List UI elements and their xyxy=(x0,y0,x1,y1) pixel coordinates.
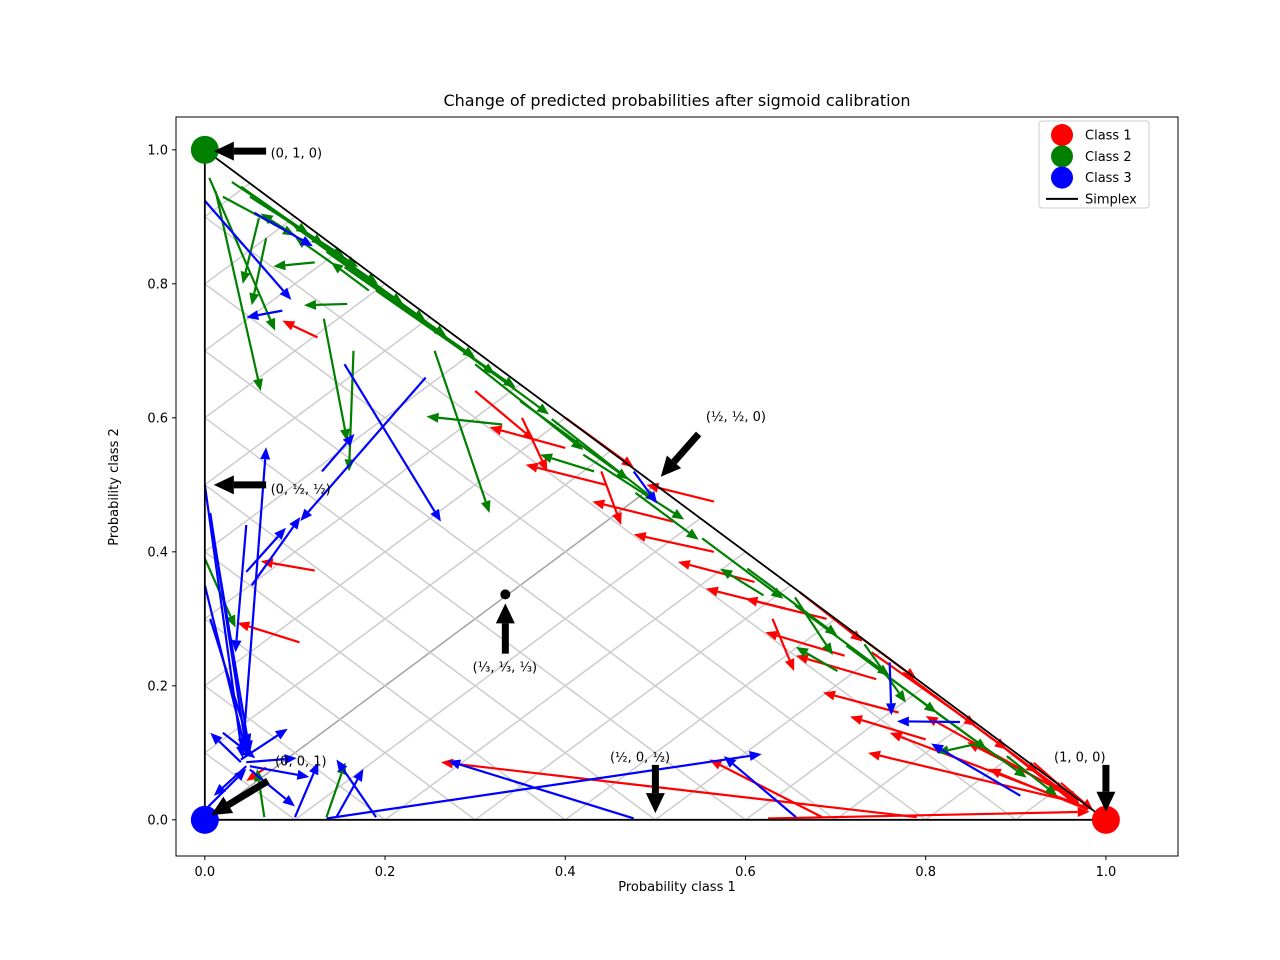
corner-marker-class-1 xyxy=(1091,805,1120,834)
simplex-boundary xyxy=(203,148,1109,821)
y-tick-label: 0.4 xyxy=(147,545,168,560)
annotation-label: (1, 0, 0) xyxy=(1054,750,1106,765)
annotation-label: (½, 0, ½) xyxy=(610,750,670,765)
legend-item-class-2: Class 2 xyxy=(1051,145,1132,168)
annotation-label: (0, 1, 0) xyxy=(271,147,323,162)
chart-title: Change of predicted probabilities after … xyxy=(443,91,910,110)
legend-marker-circle xyxy=(1051,166,1073,189)
legend-label: Simplex xyxy=(1085,192,1137,207)
arrows-class-1 xyxy=(237,320,1094,820)
legend-item-class-3: Class 3 xyxy=(1051,166,1132,189)
y-tick-label: 0.6 xyxy=(147,411,168,426)
annotation-label: (½, ½, 0) xyxy=(706,410,766,425)
y-tick-label: 1.0 xyxy=(147,143,168,158)
legend-label: Class 2 xyxy=(1085,150,1132,165)
point-annotations: (0, 1, 0) (0, ½, ½) (½, ½, 0) (⅓, ⅓, ⅓) (0, … xyxy=(211,141,1116,816)
probability-shift-arrows xyxy=(203,177,1094,820)
corner-marker-class-2 xyxy=(190,135,219,164)
y-tick-label: 0.0 xyxy=(147,813,168,828)
x-tick-label: 0.8 xyxy=(915,865,936,880)
simplex-outline xyxy=(203,148,1109,821)
legend-marker-circle xyxy=(1051,124,1073,146)
annotation: (0, 1, 0) xyxy=(213,141,323,162)
axes-frame-and-ticks: 0.0 0.2 0.4 0.6 0.8 1.0 0.0 0.2 0.4 0.6 0.8 1.0 xyxy=(147,116,1179,880)
y-tick-label: 0.8 xyxy=(147,277,168,292)
corner-marker-class-3 xyxy=(190,805,219,834)
arrows-class-3 xyxy=(203,200,1021,820)
legend-label: Class 3 xyxy=(1085,171,1132,186)
annotation-label: (0, 0, 1) xyxy=(275,754,327,769)
legend-item-class-1: Class 1 xyxy=(1051,124,1132,146)
annotation-label: (0, ½, ½) xyxy=(271,482,331,497)
legend-label: Class 1 xyxy=(1085,129,1132,144)
y-tick-label: 0.2 xyxy=(147,679,168,694)
annotation: (½, 0, ½) xyxy=(610,750,670,814)
center-point-marker xyxy=(500,589,511,600)
x-tick-label: 0.0 xyxy=(194,865,215,880)
annotation: (0, ½, ½) xyxy=(213,475,331,497)
annotation: (1, 0, 0) xyxy=(1054,750,1116,812)
arrows-class-2 xyxy=(203,177,1058,818)
x-tick-label: 0.4 xyxy=(555,865,576,880)
annotation-label: (⅓, ⅓, ⅓) xyxy=(473,661,537,676)
x-tick-label: 1.0 xyxy=(1096,865,1117,880)
plot-frame xyxy=(175,116,1179,857)
corner-markers xyxy=(190,135,1120,834)
legend-marker-circle xyxy=(1051,145,1073,168)
annotation: (0, 0, 1) xyxy=(211,754,327,816)
legend-item-simplex: Simplex xyxy=(1046,192,1137,207)
y-axis-label: Probability class 2 xyxy=(107,428,122,546)
x-tick-label: 0.6 xyxy=(735,865,756,880)
annotation: (⅓, ⅓, ⅓) xyxy=(473,603,537,676)
legend: Class 1 Class 2 Class 3 Simplex xyxy=(1038,120,1150,209)
annotation: (½, ½, 0) xyxy=(660,410,766,477)
x-axis-label: Probability class 1 xyxy=(618,880,736,895)
x-tick-label: 0.2 xyxy=(375,865,396,880)
